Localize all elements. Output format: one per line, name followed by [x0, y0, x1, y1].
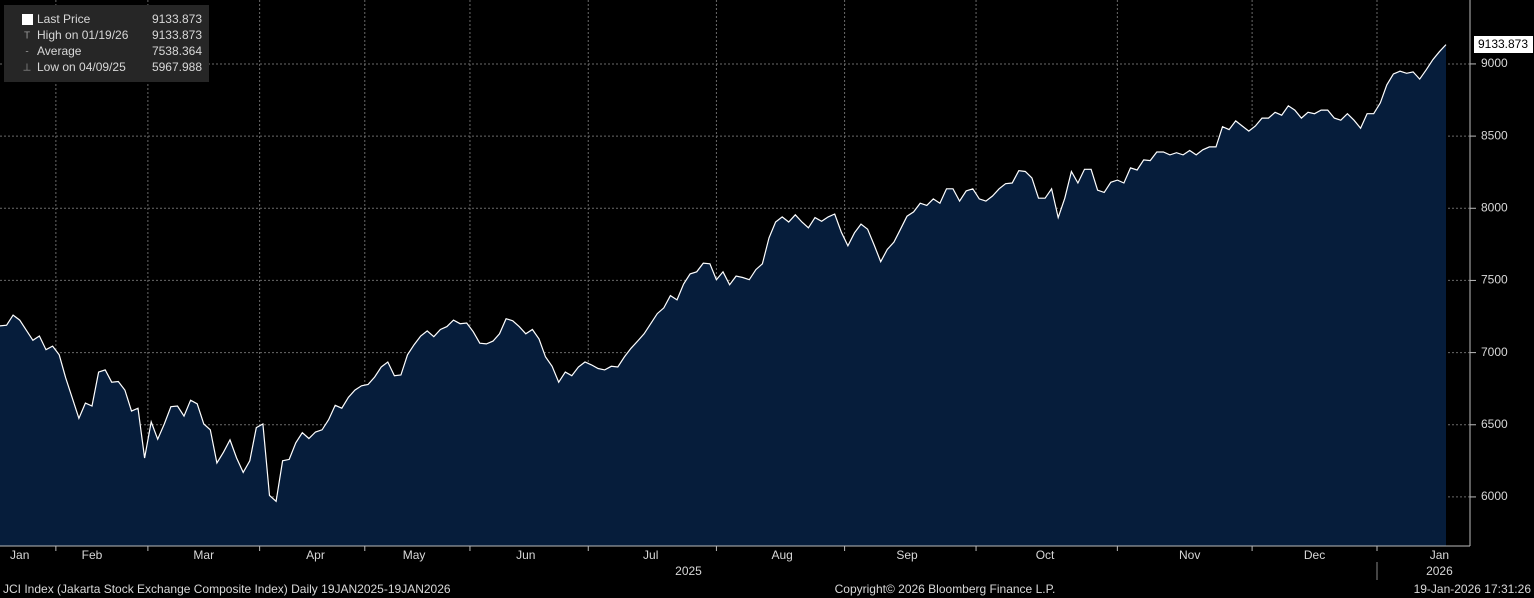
x-tick-label: Jul	[643, 548, 658, 562]
legend-box	[4, 5, 209, 82]
x-tick-label: Apr	[306, 548, 325, 562]
year-label: 2025	[675, 564, 702, 578]
x-tick-label: Nov	[1179, 548, 1200, 562]
last-value-tag: 9133.873	[1474, 36, 1533, 53]
tag-box	[1474, 36, 1533, 53]
legend-label: High on 01/19/26	[37, 28, 129, 42]
y-tick-label: 6500	[1481, 417, 1508, 431]
y-tick-label: 6000	[1481, 489, 1508, 503]
y-tick-label: 9000	[1481, 56, 1508, 70]
year-label: 2026	[1426, 564, 1453, 578]
y-tick-label: 7500	[1481, 273, 1508, 287]
x-tick-label: May	[403, 548, 426, 562]
legend-value: 7538.364	[152, 44, 202, 58]
x-tick-label: Jan	[10, 548, 29, 562]
y-tick-label: 7000	[1481, 345, 1508, 359]
footer-left: JCI Index (Jakarta Stock Exchange Compos…	[3, 582, 451, 596]
legend-value: 9133.873	[152, 28, 202, 42]
x-tick-label: Mar	[193, 548, 214, 562]
legend-icon: T	[24, 31, 30, 42]
legend-value: 5967.988	[152, 60, 202, 74]
legend-label: Average	[37, 44, 82, 58]
line	[0, 44, 1447, 503]
plot-area	[0, 0, 1470, 546]
tag-text: 9133.873	[1478, 37, 1528, 51]
legend-label: Last Price	[37, 12, 91, 26]
x-tick-label: Feb	[82, 548, 103, 562]
x-tick-label: Sep	[896, 548, 918, 562]
x-tick-label: Aug	[771, 548, 792, 562]
legend-icon: ⊥	[23, 63, 32, 74]
x-tick-label: Dec	[1304, 548, 1325, 562]
x-tick-label: Oct	[1036, 548, 1055, 562]
legend-swatch	[22, 14, 33, 25]
footer-center: Copyright© 2026 Bloomberg Finance L.P.	[835, 582, 1056, 596]
legend-icon: -	[25, 47, 28, 58]
x-tick-label: Jan	[1430, 548, 1449, 562]
x-tick-label: Jun	[516, 548, 535, 562]
y-tick-label: 8500	[1481, 128, 1508, 142]
legend: Last Price 9133.873 T High on 01/19/26 913…	[4, 5, 209, 82]
legend-value: 9133.873	[152, 12, 202, 26]
y-tick-label: 8000	[1481, 200, 1508, 214]
footer-right: 19-Jan-2026 17:31:26	[1414, 582, 1532, 596]
legend-label: Low on 04/09/25	[37, 60, 126, 74]
